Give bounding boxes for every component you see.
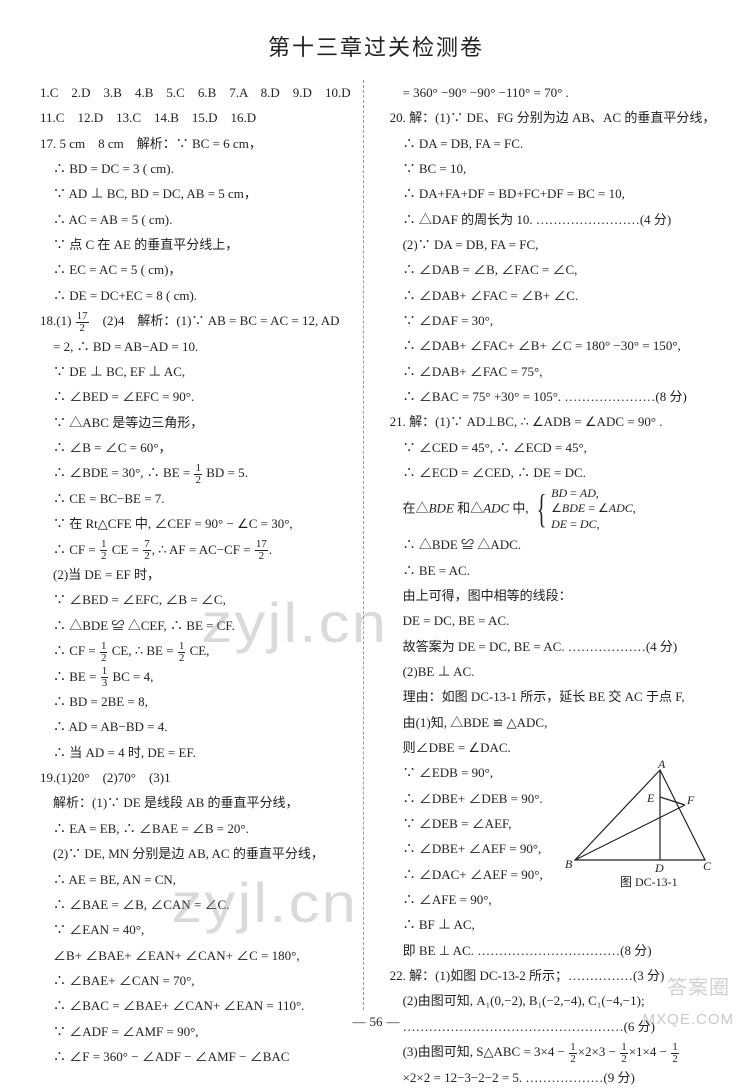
text-line: ×2×2 = 12−3−2−2 = 5. ………………(9 分) — [390, 1065, 716, 1090]
text-line: ∵ DE ⊥ BC, EF ⊥ AC, — [40, 359, 351, 384]
text-line: ∴ ∠BAE+ ∠CAN = 70°, — [40, 968, 351, 993]
text-line: ∴ CE = BC−BE = 7. — [40, 486, 351, 511]
text-line: ∴ ∠DAB+ ∠FAC = ∠B+ ∠C. — [390, 283, 716, 308]
page: 第十三章过关检测卷 1.C 2.D 3.B 4.B 5.C 6.B 7.A 8.… — [0, 0, 752, 1040]
text-line: ∴ ∠AFE = 90°, — [390, 887, 716, 912]
text-line: ∴ ∠ECD = ∠CED, ∴ DE = DC. — [390, 460, 716, 485]
text-line: ∴ ∠DAB = ∠B, ∠FAC = ∠C, — [390, 257, 716, 282]
text-line: ∴ ∠BDE = 30°, ∴ BE = 12 BD = 5. — [40, 460, 351, 486]
text-line: (2)BE ⊥ AC. — [390, 659, 716, 684]
corner-watermark-2: MXQE.COM — [643, 1011, 734, 1028]
text-line: 19.(1)20° (2)70° (3)1 — [40, 765, 351, 790]
text-line: ∴ BD = 2BE = 8, — [40, 689, 351, 714]
text-line: ∴ ∠B = ∠C = 60°， — [40, 435, 351, 460]
text-line: ∴ EA = EB, ∴ ∠BAE = ∠B = 20°. — [40, 816, 351, 841]
text-line: (2)当 DE = EF 时， — [40, 562, 351, 587]
text-line: 1.C 2.D 3.B 4.B 5.C 6.B 7.A 8.D 9.D 10.D — [40, 80, 351, 105]
corner-watermark-1: 答案圈 — [667, 971, 730, 1000]
text-line: ∴ ∠DAB+ ∠FAC+ ∠B+ ∠C = 180° −30° = 150°, — [390, 333, 716, 358]
text-line: 由上可得，图中相等的线段： — [390, 583, 716, 608]
text-line: 由(1)知, △BDE ≌ △ADC, — [390, 710, 716, 735]
triangle-diagram: A B C D E F 图 DC-13-1 — [565, 760, 715, 890]
text-line: ∵ AD ⊥ BC, BD = DC, AB = 5 cm， — [40, 181, 351, 206]
text-line: ∴ BE = 13 BC = 4, — [40, 664, 351, 690]
text-line: ∴ △BDE ≌ △CEF, ∴ BE = CF. — [40, 613, 351, 638]
text-line: ∴ ∠BED = ∠EFC = 90°. — [40, 384, 351, 409]
text-line: ∴ EC = AC = 5 ( cm)， — [40, 257, 351, 282]
text-line: ∴ ∠DAB+ ∠FAC = 75°, — [390, 359, 716, 384]
left-column: 1.C 2.D 3.B 4.B 5.C 6.B 7.A 8.D 9.D 10.D… — [40, 80, 364, 1010]
text-line: ∴ AE = BE, AN = CN, — [40, 867, 351, 892]
label-F: F — [686, 793, 695, 807]
label-A: A — [657, 760, 666, 771]
label-D: D — [654, 861, 664, 875]
text-line: 即 BE ⊥ AC. ……………………………(8 分) — [390, 938, 716, 963]
text-line: ∵ ∠CED = 45°, ∴ ∠ECD = 45°, — [390, 435, 716, 460]
columns-container: 1.C 2.D 3.B 4.B 5.C 6.B 7.A 8.D 9.D 10.D… — [40, 80, 712, 1010]
text-line: ∴ △BDE ≌ △ADC. — [390, 532, 716, 557]
text-line: 故答案为 DE = DC, BE = AC. ………………(4 分) — [390, 634, 716, 659]
text-line: (2)∵ DA = DB, FA = FC, — [390, 232, 716, 257]
text-line: ∵ △ABC 是等边三角形， — [40, 410, 351, 435]
text-line: (3)由图可知, S△ABC = 3×4 − 12×2×3 − 12×1×4 −… — [390, 1039, 716, 1065]
text-line: DE = DC, BE = AC. — [390, 608, 716, 633]
text-line: ∴ BD = DC = 3 ( cm). — [40, 156, 351, 181]
text-line: ∴ DE = DC+EC = 8 ( cm). — [40, 283, 351, 308]
right-column: A B C D E F 图 DC-13-1 = 360° −90° −90° −… — [384, 80, 716, 1010]
text-line: ∴ △DAF 的周长为 10. ……………………(4 分) — [390, 207, 716, 232]
text-line: 18.(1) 172 (2)4 解析：(1)∵ AB = BC = AC = 1… — [40, 308, 351, 334]
text-line: ∵ 点 C 在 AE 的垂直平分线上， — [40, 232, 351, 257]
label-B: B — [565, 857, 573, 871]
text-line: ∴ BF ⊥ AC, — [390, 912, 716, 937]
text-line: ∵ BC = 10, — [390, 156, 716, 181]
text-line: ∴ AC = AB = 5 ( cm). — [40, 207, 351, 232]
text-line: 20. 解：(1)∵ DE、FG 分别为边 AB、AC 的垂直平分线， — [390, 105, 716, 130]
label-E: E — [646, 791, 655, 805]
text-line: = 360° −90° −90° −110° = 70° . — [390, 80, 716, 105]
page-number: 56 — [0, 1014, 752, 1030]
text-line: ∴ ∠BAC = 75° +30° = 105°. …………………(8 分) — [390, 384, 716, 409]
text-line: ∴ DA+FA+DF = BD+FC+DF = BC = 10, — [390, 181, 716, 206]
text-line: ∴ CF = 12 CE, ∴ BE = 12 CE, — [40, 638, 351, 664]
text-line: ∴ BE = AC. — [390, 558, 716, 583]
label-C: C — [703, 859, 712, 873]
text-line: ∴ CF = 12 CE = 72, ∴ AF = AC−CF = 172. — [40, 537, 351, 563]
text-line: ∴ ∠BAE = ∠B, ∠CAN = ∠C. — [40, 892, 351, 917]
page-title: 第十三章过关检测卷 — [40, 30, 712, 62]
text-line: ∵ ∠EAN = 40°, — [40, 917, 351, 942]
text-line: 理由：如图 DC-13-1 所示，延长 BE 交 AC 于点 F, — [390, 684, 716, 709]
text-line: 11.C 12.D 13.C 14.B 15.D 16.D — [40, 105, 351, 130]
text-line: ∵ ∠DAF = 30°, — [390, 308, 716, 333]
text-line: 17. 5 cm 8 cm 解析：∵ BC = 6 cm， — [40, 131, 351, 156]
text-line: ∵ ∠BED = ∠EFC, ∠B = ∠C, — [40, 587, 351, 612]
text-line: 21. 解：(1)∵ AD⊥BC, ∴ ∠ADB = ∠ADC = 90° . — [390, 409, 716, 434]
text-line: 则∠DBE = ∠DAC. — [390, 735, 716, 760]
diagram-caption: 图 DC-13-1 — [620, 875, 678, 889]
text-line: ∴ DA = DB, FA = FC. — [390, 131, 716, 156]
text-line: 解析：(1)∵ DE 是线段 AB 的垂直平分线， — [40, 790, 351, 815]
text-line: 在△BDE 和△ADC 中, {BD = AD,∠BDE = ∠ADC,DE =… — [390, 486, 716, 533]
text-line: ∠B+ ∠BAE+ ∠EAN+ ∠CAN+ ∠C = 180°, — [40, 943, 351, 968]
text-line: ∴ 当 AD = 4 时, DE = EF. — [40, 740, 351, 765]
text-line: ∵ 在 Rt△CFE 中, ∠CEF = 90° − ∠C = 30°, — [40, 511, 351, 536]
text-line: ∴ ∠F = 360° − ∠ADF − ∠AMF − ∠BAC — [40, 1044, 351, 1069]
text-line: (2)∵ DE, MN 分别是边 AB, AC 的垂直平分线， — [40, 841, 351, 866]
text-line: = 2, ∴ BD = AB−AD = 10. — [40, 334, 351, 359]
text-line: ∴ AD = AB−BD = 4. — [40, 714, 351, 739]
